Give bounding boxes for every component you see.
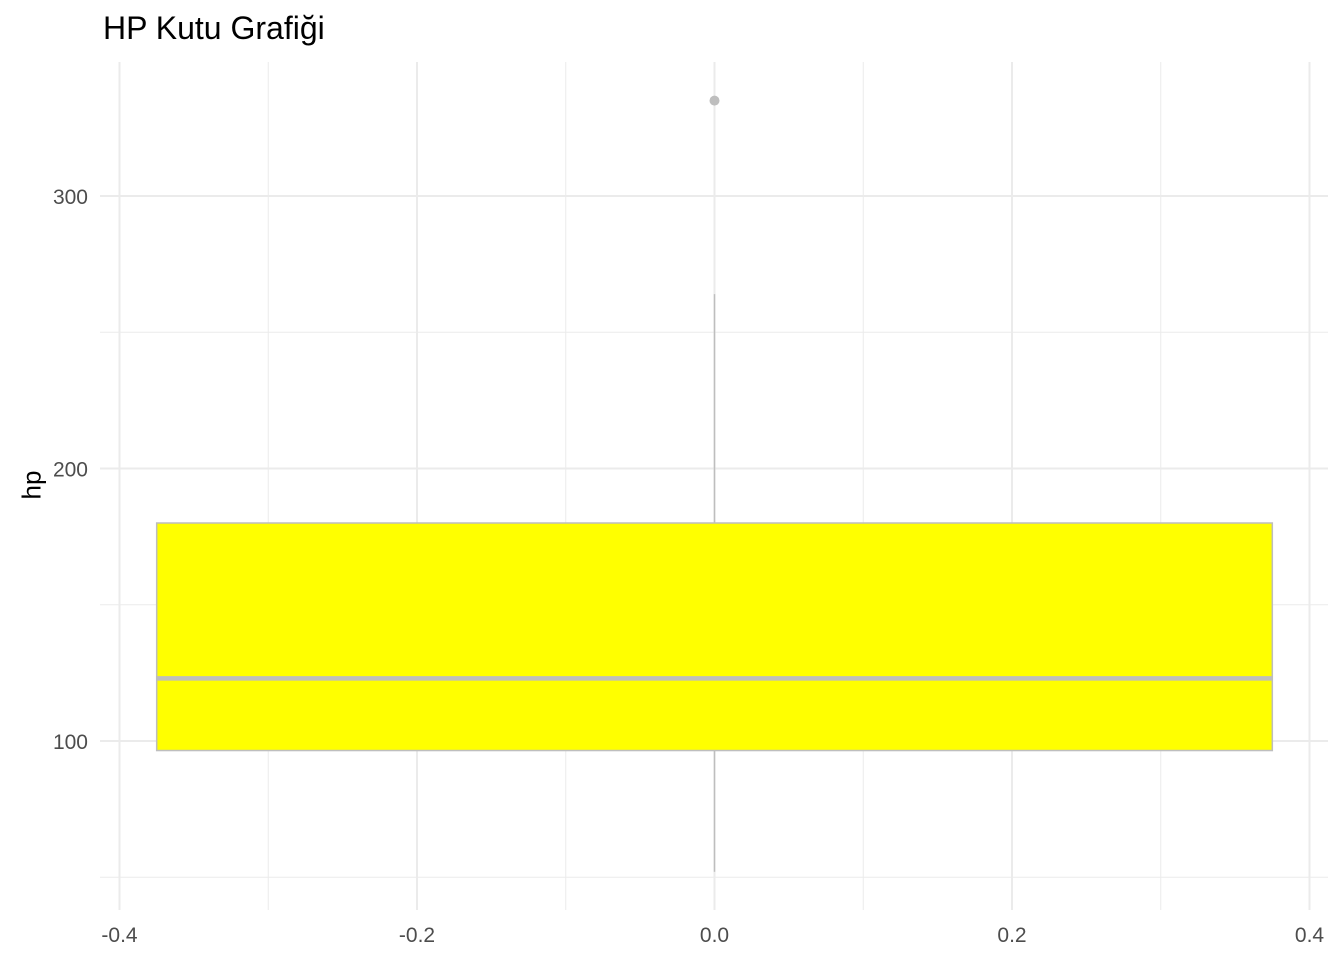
x-tick-label: 0.4 bbox=[1295, 924, 1325, 947]
y-tick-label: 300 bbox=[53, 186, 88, 209]
chart-title: HP Kutu Grafiği bbox=[103, 10, 325, 46]
outlier-point bbox=[709, 95, 720, 106]
y-tick-label: 200 bbox=[53, 459, 88, 482]
y-axis-ticks: 100 200 300 bbox=[53, 186, 88, 754]
x-tick-label: 0.2 bbox=[997, 924, 1026, 947]
x-tick-label: -0.2 bbox=[399, 924, 435, 947]
x-axis-ticks: -0.4 -0.2 0.0 0.2 0.4 bbox=[101, 924, 1324, 947]
iqr-box bbox=[155, 522, 1274, 752]
x-tick-label: -0.4 bbox=[101, 924, 138, 947]
box-marks bbox=[155, 95, 1274, 872]
x-tick-label: 0.0 bbox=[700, 924, 729, 947]
y-tick-label: 100 bbox=[53, 731, 88, 754]
